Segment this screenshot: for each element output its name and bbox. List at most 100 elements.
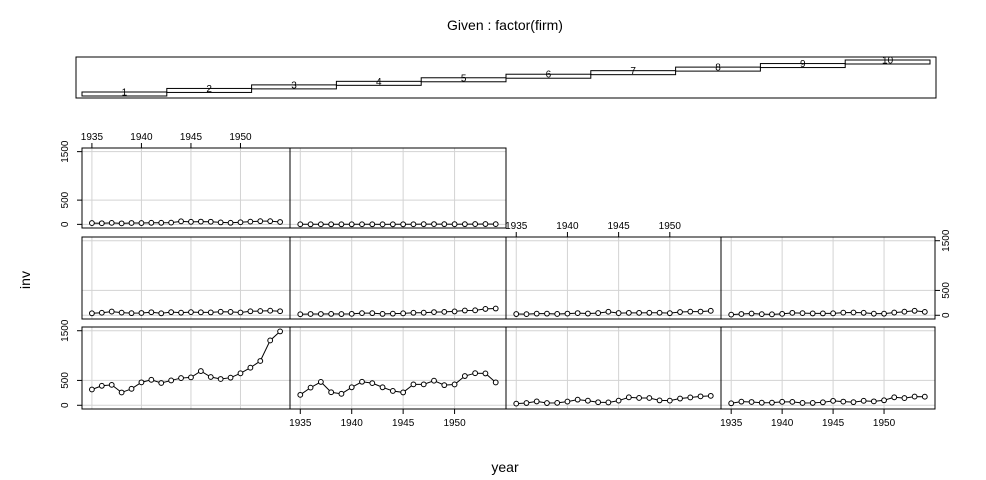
data-point — [307, 384, 314, 391]
data-point — [461, 221, 468, 228]
data-point — [420, 221, 427, 228]
data-point — [98, 220, 105, 227]
x-tick-label: 1945 — [180, 132, 203, 143]
given-interval-bar — [420, 77, 507, 83]
data-point — [911, 307, 918, 314]
given-interval: 6 — [505, 70, 592, 81]
data-point — [451, 221, 458, 228]
data-point — [297, 311, 304, 318]
data-point — [636, 309, 642, 316]
data-point — [128, 310, 135, 317]
data-point — [677, 309, 683, 315]
data-point — [574, 396, 581, 403]
data-point — [348, 384, 355, 391]
data-point — [118, 220, 125, 227]
data-point — [188, 218, 194, 225]
given-interval: 1 — [81, 88, 168, 99]
given-interval-bar — [335, 80, 422, 86]
data-point — [267, 307, 274, 314]
given-interval-bar — [251, 84, 337, 90]
panel-firm-7 — [505, 236, 722, 320]
data-point — [431, 221, 437, 227]
data-point — [410, 381, 417, 388]
x-tick-label: 1945 — [392, 418, 415, 429]
data-point — [492, 221, 499, 228]
data-point — [148, 219, 155, 226]
data-point — [197, 368, 204, 374]
data-point — [605, 399, 612, 406]
data-point — [217, 219, 224, 226]
data-point — [277, 308, 283, 315]
data-point — [881, 310, 887, 317]
data-point — [379, 310, 386, 317]
chart-title: Given : factor(firm) — [447, 17, 563, 33]
data-point — [789, 309, 796, 316]
data-point — [840, 309, 847, 316]
data-point — [168, 219, 175, 226]
y-axis-left: 0 500 1500 — [60, 140, 82, 227]
data-point — [901, 308, 908, 315]
given-interval: 4 — [335, 77, 422, 88]
data-point — [420, 309, 427, 316]
x-tick-label: 1950 — [443, 418, 466, 429]
data-point — [277, 328, 283, 335]
data-point — [891, 309, 898, 316]
data-point — [441, 308, 448, 315]
x-tick-label: 1935 — [505, 221, 528, 232]
given-interval-label: 1 — [122, 88, 128, 99]
x-tick-label: 1945 — [607, 221, 630, 232]
data-point — [625, 394, 632, 401]
data-point — [441, 382, 448, 389]
data-point — [328, 311, 335, 317]
data-point — [89, 386, 95, 393]
data-point — [369, 221, 376, 228]
data-point — [197, 309, 204, 316]
x-tick-label: 1940 — [556, 221, 579, 232]
data-point — [328, 389, 335, 396]
panel-frame — [720, 236, 936, 320]
given-interval: 2 — [166, 84, 253, 95]
data-point — [197, 218, 204, 225]
x-axis-title: year — [491, 459, 519, 475]
data-point — [410, 221, 417, 228]
data-point — [513, 311, 520, 317]
data-point — [379, 221, 386, 228]
data-point — [769, 311, 775, 318]
data-point — [98, 309, 105, 316]
data-point — [247, 364, 254, 371]
x-tick-label: 1940 — [341, 418, 364, 429]
data-point — [461, 373, 468, 379]
panel-frame — [289, 147, 507, 229]
given-interval-bar — [844, 59, 931, 65]
x-tick-label: 1935 — [81, 132, 104, 143]
y-axis-left: 0 500 1500 — [60, 319, 82, 408]
panel-frame — [289, 236, 507, 320]
data-point — [911, 393, 918, 400]
data-point — [472, 307, 479, 314]
panel-firm-1 — [81, 326, 291, 410]
data-point — [420, 381, 427, 388]
data-point — [410, 309, 417, 316]
x-tick-label: 1945 — [822, 418, 845, 429]
data-point — [108, 308, 115, 315]
data-point — [307, 311, 314, 317]
x-axis-top: 1935 1940 1945 1950 — [505, 221, 681, 237]
given-interval-bar — [675, 66, 761, 72]
data-point — [237, 370, 244, 377]
data-point — [158, 219, 165, 226]
data-point — [247, 218, 254, 225]
y-tick-label: 500 — [60, 372, 71, 389]
series-line — [91, 331, 281, 394]
data-point — [118, 309, 125, 316]
data-point — [148, 309, 155, 316]
data-point — [687, 394, 694, 401]
given-interval-label: 3 — [291, 80, 297, 91]
given-interval-bar — [759, 63, 846, 69]
data-point — [247, 308, 254, 315]
data-point — [533, 310, 540, 317]
data-point — [389, 310, 396, 317]
given-interval: 10 — [844, 56, 931, 67]
data-point — [237, 309, 244, 316]
data-point — [277, 219, 283, 225]
data-point — [207, 309, 214, 316]
